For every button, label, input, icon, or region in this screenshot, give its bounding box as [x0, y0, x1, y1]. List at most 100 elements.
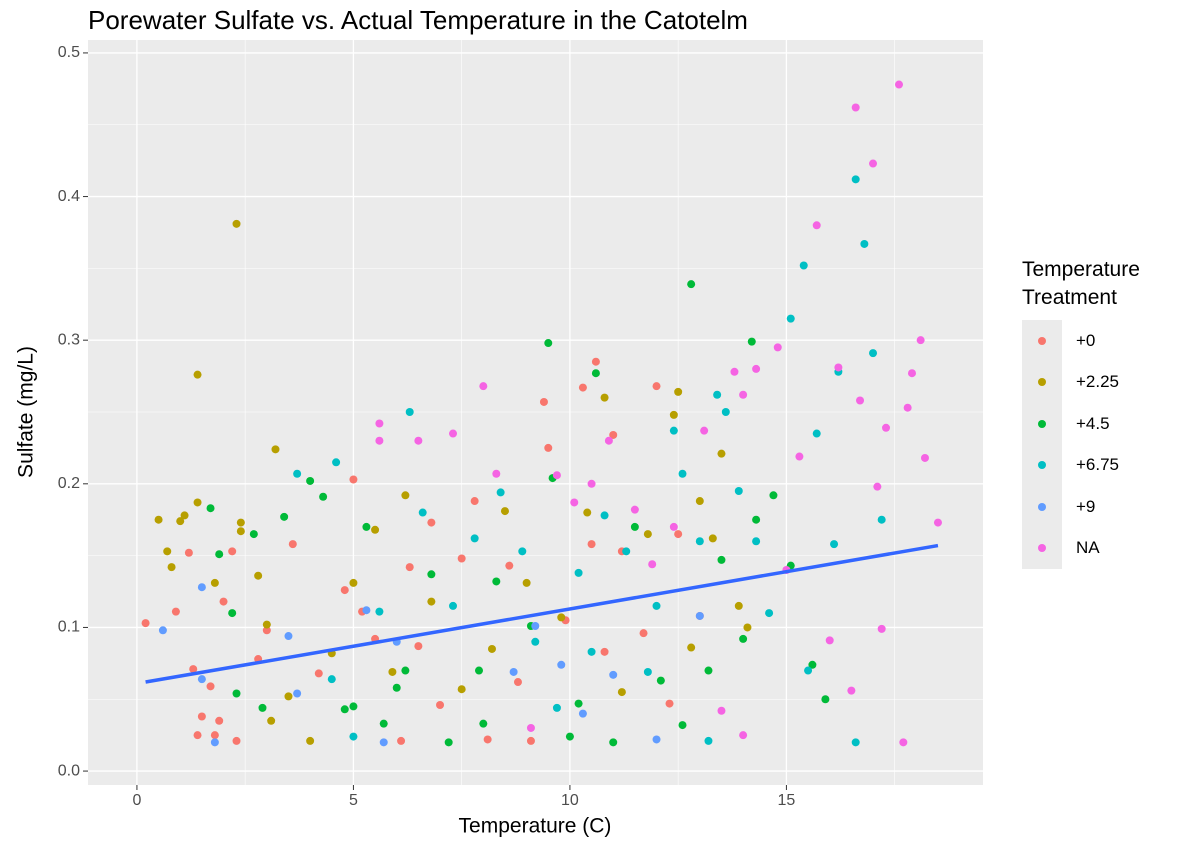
point [267, 716, 276, 725]
point [531, 637, 540, 646]
point [154, 515, 163, 524]
point [206, 504, 215, 513]
point [739, 634, 748, 643]
point [284, 692, 293, 701]
point [877, 515, 886, 524]
point [713, 390, 722, 399]
point [539, 397, 548, 406]
point [557, 660, 566, 669]
point [293, 689, 302, 698]
x-tick-label: 15 [778, 792, 796, 809]
point [457, 685, 466, 694]
point [319, 492, 328, 501]
y-axis-title: Sulfate (mg/L) [15, 346, 38, 478]
point [197, 583, 206, 592]
point [332, 458, 341, 467]
point [669, 522, 678, 531]
point [163, 547, 172, 556]
point [513, 678, 522, 687]
point [349, 702, 358, 711]
legend-entry: +0 [1022, 320, 1140, 362]
point [470, 497, 479, 506]
point [687, 643, 696, 652]
point [479, 382, 488, 391]
point [254, 571, 263, 580]
point [933, 518, 942, 527]
point [418, 508, 427, 517]
point [799, 261, 808, 270]
point [600, 647, 609, 656]
point [171, 607, 180, 616]
point [544, 443, 553, 452]
point [920, 453, 929, 462]
point [578, 383, 587, 392]
point [557, 613, 566, 622]
point [730, 367, 739, 376]
trend-line [145, 543, 939, 684]
point [795, 452, 804, 461]
point [678, 469, 687, 478]
legend-entry: +9 [1022, 486, 1140, 528]
point [427, 518, 436, 527]
point [565, 732, 574, 741]
point [639, 629, 648, 638]
point [591, 369, 600, 378]
point [362, 522, 371, 531]
point [479, 719, 488, 728]
point [717, 449, 726, 458]
point [812, 429, 821, 438]
point [505, 561, 514, 570]
point [847, 686, 856, 695]
point [158, 626, 167, 635]
legend-label: +4.5 [1076, 413, 1110, 433]
legend-key [1022, 486, 1062, 528]
point [362, 606, 371, 615]
point [609, 430, 618, 439]
legend-label: +6.75 [1076, 455, 1120, 475]
point [851, 175, 860, 184]
point [526, 736, 535, 745]
point [717, 706, 726, 715]
point [314, 669, 323, 678]
legend-entry: NA [1022, 527, 1140, 569]
legend-title: Temperature Treatment [1022, 258, 1140, 309]
point [604, 436, 613, 445]
x-tick-label: 5 [349, 792, 358, 809]
point [578, 709, 587, 718]
point [236, 527, 245, 536]
point [877, 624, 886, 633]
legend-label: +0 [1076, 330, 1096, 350]
point [500, 507, 509, 516]
point [306, 476, 315, 485]
point [228, 609, 237, 618]
point [232, 219, 241, 228]
legend-label: +9 [1076, 496, 1096, 516]
y-tick-label: 0.5 [58, 44, 80, 61]
point [674, 530, 683, 539]
point [894, 80, 903, 89]
point [591, 357, 600, 366]
point [167, 563, 176, 572]
point [587, 479, 596, 488]
point [401, 666, 410, 675]
point [271, 445, 280, 454]
point [375, 436, 384, 445]
point [401, 491, 410, 500]
legend-swatch [1038, 378, 1046, 387]
point [288, 540, 297, 549]
point [734, 486, 743, 495]
legend-key [1022, 403, 1062, 445]
point [427, 570, 436, 579]
point [397, 736, 406, 745]
point [674, 387, 683, 396]
point [414, 642, 423, 651]
point [700, 426, 709, 435]
point [869, 349, 878, 358]
point [215, 550, 224, 559]
point [916, 336, 925, 345]
point [210, 731, 219, 740]
point [665, 699, 674, 708]
point [587, 540, 596, 549]
point [721, 407, 730, 416]
